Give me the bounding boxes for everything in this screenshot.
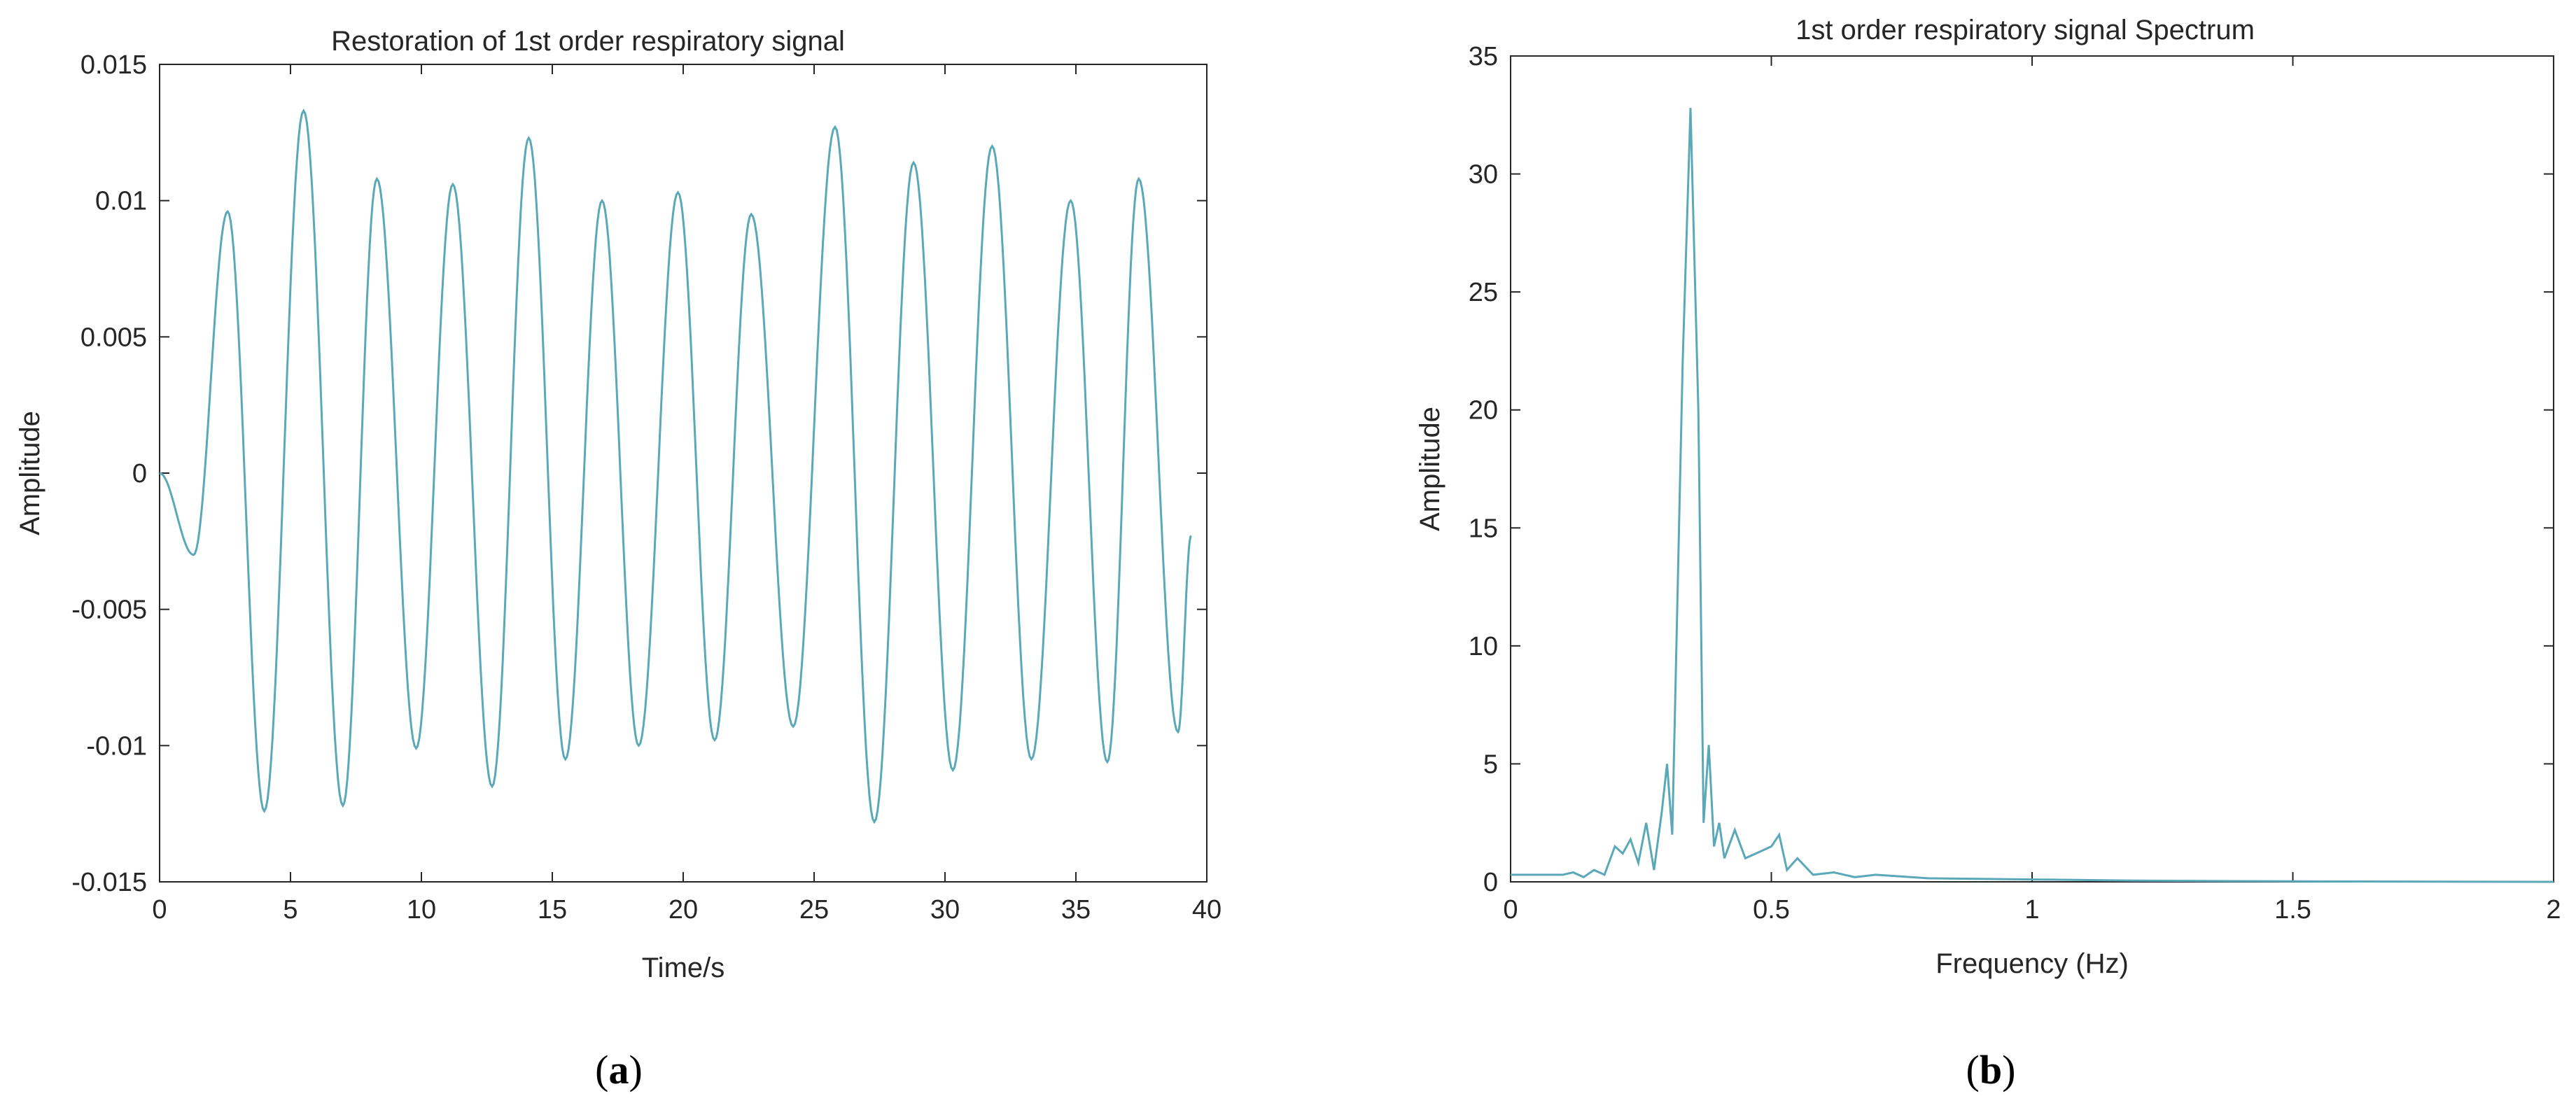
chart-a-x-tick-label: 10 — [407, 895, 436, 925]
chart-b-title: 1st order respiratory signal Spectrum — [1795, 15, 2255, 45]
chart-b-x-label: Frequency (Hz) — [1935, 948, 2129, 979]
chart-b-x-axis: 0 0.5 1 1.5 2 — [1503, 56, 2561, 925]
chart-a-y-tick-label: 0.005 — [80, 323, 147, 352]
chart-a-plot-area — [159, 64, 1208, 883]
chart-spectrum: 1st order respiratory signal Spectrum 35… — [1415, 15, 2561, 979]
chart-restoration: Restoration of 1st order respiratory sig… — [15, 26, 1222, 983]
chart-a-x-axis: 0 5 10 15 20 25 30 35 40 — [152, 64, 1222, 925]
chart-b-y-label: Amplitude — [1415, 407, 1446, 531]
chart-a-series-line — [159, 108, 1192, 824]
chart-a-x-tick-label: 0 — [152, 895, 167, 925]
chart-b-x-tick-label: 0 — [1503, 895, 1518, 925]
chart-a-x-tick-label: 40 — [1192, 895, 1222, 925]
chart-a-y-tick-label: -0.005 — [71, 596, 147, 625]
chart-b-y-tick-label: 30 — [1469, 160, 1498, 190]
chart-a-x-tick-label: 25 — [799, 895, 829, 925]
chart-a-x-tick-label: 35 — [1061, 895, 1091, 925]
chart-b-plot-area — [1510, 55, 2554, 883]
chart-b-y-tick-label: 0 — [1483, 868, 1498, 897]
chart-b-y-tick-label: 15 — [1469, 514, 1498, 543]
chart-a-y-tick-label: 0.01 — [95, 187, 147, 216]
chart-b-x-tick-label: 2 — [2546, 895, 2561, 925]
chart-b-x-tick-label: 0.5 — [1753, 895, 1790, 925]
chart-b-y-tick-label: 5 — [1483, 750, 1498, 779]
panel-label-b-text: b — [1980, 1047, 2002, 1093]
chart-b-y-axis: 35 30 25 20 15 10 5 0 — [1469, 42, 2554, 897]
panel-label-a: (a) — [595, 1047, 643, 1093]
chart-a-y-label: Amplitude — [15, 411, 46, 535]
chart-a-x-label: Time/s — [642, 953, 725, 983]
chart-a-y-tick-label: 0 — [132, 459, 147, 489]
chart-a-x-tick-label: 15 — [538, 895, 567, 925]
chart-b-x-tick-label: 1 — [2024, 895, 2039, 925]
chart-b-y-tick-label: 35 — [1469, 42, 1498, 71]
chart-b-x-tick-label: 1.5 — [2274, 895, 2311, 925]
chart-a-y-tick-label: -0.015 — [71, 868, 147, 897]
panel-label-b: (b) — [1966, 1047, 2016, 1093]
chart-b-y-tick-label: 20 — [1469, 396, 1498, 426]
chart-a-x-tick-label: 5 — [283, 895, 298, 925]
chart-a-title: Restoration of 1st order respiratory sig… — [331, 26, 845, 57]
chart-a-y-axis: 0.015 0.01 0.005 0 -0.005 -0.01 -0.015 — [71, 50, 1207, 897]
chart-b-y-tick-label: 25 — [1469, 278, 1498, 307]
chart-a-x-tick-label: 20 — [668, 895, 698, 925]
chart-b-y-tick-label: 10 — [1469, 632, 1498, 661]
chart-a-y-tick-label: 0.015 — [80, 50, 147, 80]
chart-a-y-tick-label: -0.01 — [86, 731, 147, 761]
chart-a-x-tick-label: 30 — [930, 895, 960, 925]
panel-label-a-text: a — [609, 1047, 629, 1093]
chart-b-series-line — [1511, 108, 2554, 883]
